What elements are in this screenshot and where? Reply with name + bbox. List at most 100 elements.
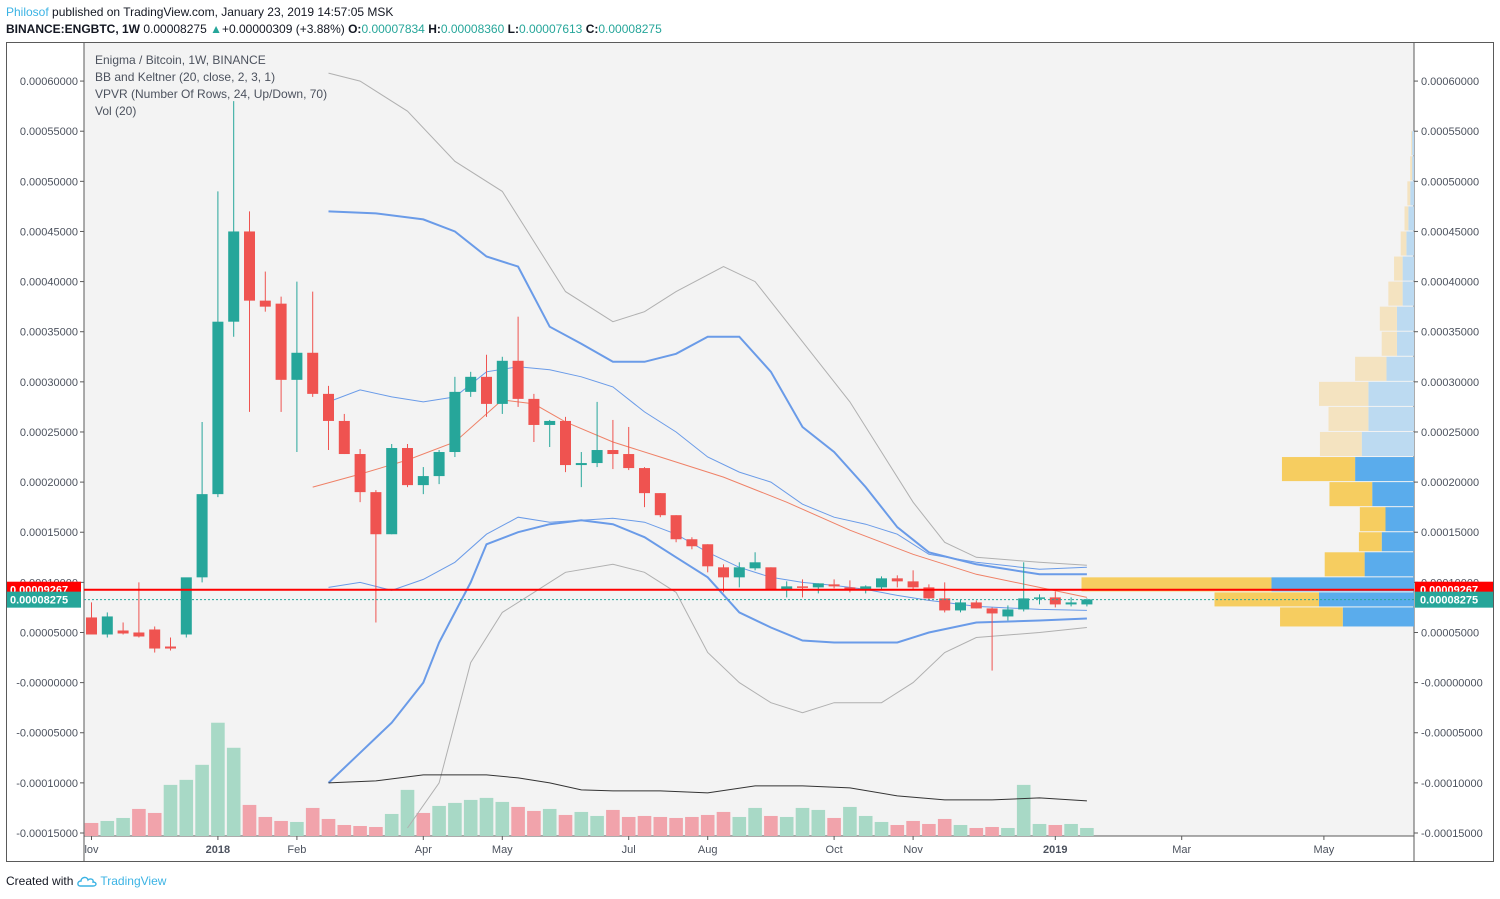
volume-bar [858,815,873,836]
x-tick-label: Feb [287,844,306,856]
publish-info: Philosof published on TradingView.com, J… [6,5,393,19]
candle-up [101,616,113,635]
candle-down [481,376,492,404]
vpvr-down-bar [1281,457,1356,482]
vpvr-up-bar [1361,431,1414,457]
price-chart[interactable]: -0.00015000 -0.00015000 -0.00010000 -0.0001… [6,42,1494,862]
y-tick-label-left: 0.00015000 [20,527,78,539]
high-label: H: [428,22,441,36]
vpvr-up-bar [1368,406,1414,431]
volume-bar [1064,823,1078,836]
author-link[interactable]: Philosof [6,5,49,19]
x-tick-label: Nov [903,844,923,856]
candle-down [686,539,698,547]
candle-down [765,567,777,590]
candle-up [1034,597,1045,599]
candle-up [1002,609,1014,617]
volume-bar [606,809,620,836]
volume-bar [653,816,668,836]
volume-bar [305,807,320,836]
volume-bar [1080,827,1094,836]
volume-bar [590,815,604,836]
y-tick-label-right: 0.00050000 [1421,176,1479,188]
vpvr-down-bar [1400,231,1407,256]
volume-bar [479,797,494,836]
tradingview-brand[interactable]: TradingView [77,874,166,888]
volume-bar [290,821,304,836]
y-tick-label-left: -0.00015000 [16,828,78,840]
y-tick-label-left: 0.00005000 [20,627,78,639]
candle-down [718,567,729,578]
volume-bar [1016,784,1031,836]
vpvr-up-bar [1386,356,1414,381]
x-tick-label: May [492,844,513,856]
x-tick-label: lov [84,844,99,856]
y-tick-label-right: 0.00060000 [1421,76,1479,88]
vpvr-up-bar [1408,206,1414,231]
candle-up [180,577,192,635]
candle-down [259,300,271,307]
volume-bar [416,812,431,836]
tradingview-link[interactable]: TradingView [100,874,167,888]
vpvr-up-bar [1412,156,1414,181]
volume-bar [1001,827,1015,836]
volume-bar [448,802,462,836]
price-change: +0.00000309 (+3.88%) [221,22,345,36]
candle-up [876,578,887,588]
bb-upper-line [328,72,1087,566]
volume-bar [937,818,952,836]
candle-up [212,321,224,495]
candle-down [512,360,524,399]
candle-down [970,602,982,609]
vpvr-down-bar [1388,281,1403,306]
volume-bar [242,804,257,836]
price-tag-left-label: 0.00008275 [10,595,68,607]
y-tick-label-left: 0.00050000 [20,176,78,188]
plot-area[interactable] [84,43,1414,836]
vpvr-up-bar [1372,482,1414,507]
vpvr-up-bar [1381,532,1414,552]
y-tick-label-right: 0.00055000 [1421,126,1479,138]
candle-down [354,454,366,493]
chart-frame[interactable]: -0.00015000 -0.00015000 -0.00010000 -0.0001… [6,42,1494,862]
candle-down [402,448,413,486]
volume-bar [795,807,810,836]
candle-down [370,492,382,535]
candle-up [781,586,793,590]
candle-up [1065,602,1077,605]
volume-bar [100,820,115,836]
y-tick-label-left: 0.00020000 [20,477,78,489]
y-tick-label-right: -0.00015000 [1421,828,1483,840]
vpvr-up-bar [1396,306,1414,331]
vpvr-down-bar [1407,181,1411,206]
volume-bar [843,806,857,836]
candle-up [386,448,398,535]
y-tick-label-left: 0.00030000 [20,377,78,389]
volume-bar [716,811,731,836]
volume-bar [384,813,399,836]
candle-down [244,231,255,301]
vpvr-down-bar [1324,552,1365,577]
y-tick-label-left: 0.00035000 [20,327,78,339]
candle-up [860,586,872,591]
volume-bar [116,817,130,836]
vpvr-down-bar [1404,206,1409,231]
vpvr-up-bar [1410,181,1414,206]
price-tag-left [7,591,81,608]
y-tick-label-right: 0.00045000 [1421,226,1479,238]
volume-bar [321,818,336,836]
y-tick-label-right: 0.00040000 [1421,277,1479,289]
keltner-upper-line [328,210,1087,576]
volume-bar [985,826,999,836]
vpvr-down-bar [1081,577,1272,592]
keltner-inner-upper-line [328,366,1087,570]
candle-up [749,562,761,569]
vpvr-down-bar [1214,592,1319,607]
volume-bar [211,722,225,836]
last-price: 0.00008275 [143,22,207,36]
y-tick-label-right: 0.00025000 [1421,427,1479,439]
y-tick-label-right: 0.00005000 [1421,627,1479,639]
candle-up [228,231,240,322]
candle-down [797,586,808,588]
volume-bar [779,816,794,836]
